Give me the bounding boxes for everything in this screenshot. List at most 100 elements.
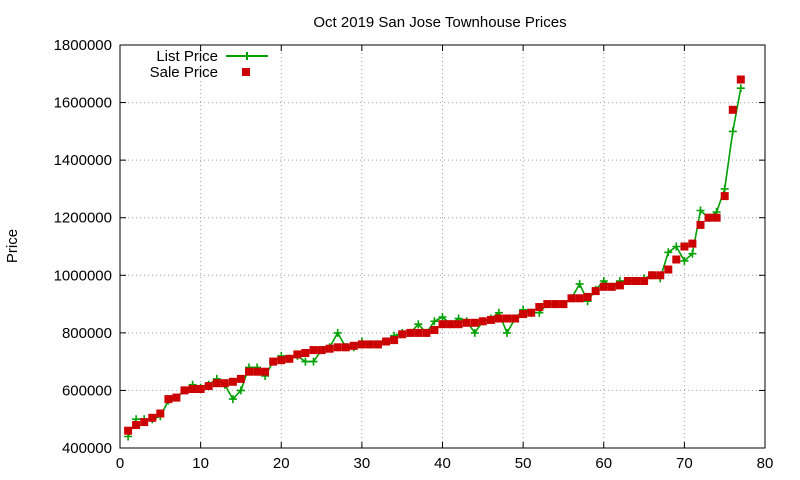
sale-price-point: [591, 287, 600, 296]
legend-label-sale-price: Sale Price: [150, 64, 218, 81]
sale-price-point: [664, 265, 673, 274]
series: [124, 75, 745, 441]
list-price-point: [672, 242, 681, 251]
sale-price-point: [285, 354, 294, 363]
sale-price-point: [704, 213, 713, 222]
sale-price-point: [486, 315, 495, 324]
sale-price-point: [599, 282, 608, 291]
x-tick-label: 30: [354, 455, 371, 472]
sale-price-point: [478, 317, 487, 326]
sale-price-point: [632, 277, 640, 285]
sale-price-point: [269, 357, 278, 366]
legend-marker-sale-price: [242, 68, 250, 76]
y-tick-label: 400000: [62, 440, 112, 457]
list-price-point: [309, 357, 318, 366]
legend: List Price Sale Price: [150, 48, 268, 81]
sale-price-point: [132, 421, 141, 429]
grid: [120, 45, 765, 448]
sale-price-point: [720, 192, 729, 201]
sale-price-point: [712, 213, 721, 222]
sale-price-point: [341, 343, 350, 352]
x-tick-label: 80: [757, 455, 774, 472]
sale-price-point: [446, 320, 455, 329]
sale-price-point: [728, 105, 737, 114]
list-price-point: [736, 84, 745, 93]
chart-title: Oct 2019 San Jose Townhouse Prices: [313, 14, 566, 31]
list-price-point: [720, 184, 729, 193]
list-price-point: [728, 127, 737, 136]
y-axis-label: Price: [4, 229, 21, 263]
sale-price-point: [406, 328, 415, 337]
sale-price-point: [180, 386, 189, 395]
sale-price-point: [519, 310, 528, 319]
sale-price-point: [374, 340, 382, 349]
sale-price-point: [164, 395, 173, 404]
x-tick-label: 40: [434, 455, 451, 472]
list-price-point: [301, 357, 310, 366]
sale-price-point: [535, 303, 544, 311]
x-tick-label: 20: [273, 455, 290, 472]
sale-price-point: [615, 281, 624, 290]
sale-price-point: [382, 337, 391, 346]
sale-price-point: [430, 326, 439, 334]
sale-price-point: [333, 343, 342, 352]
list-price-point: [228, 395, 237, 404]
y-tick-label: 1200000: [54, 210, 112, 227]
x-tick-label: 50: [515, 455, 532, 472]
sale-price-point: [204, 382, 213, 391]
sale-price-point: [462, 318, 471, 327]
list-price-point: [575, 279, 584, 288]
sale-price-point: [148, 413, 157, 422]
list-price-point: [236, 386, 245, 395]
sale-price-point: [261, 367, 270, 376]
list-price-point: [688, 249, 697, 258]
sale-price-point: [220, 379, 229, 388]
y-tick-label: 1600000: [54, 95, 112, 112]
sale-price-point: [172, 393, 181, 402]
list-price-point: [333, 328, 342, 337]
sale-price-point: [422, 328, 431, 337]
sale-price-point: [470, 318, 479, 327]
sale-price-point: [357, 340, 366, 349]
sale-price-point: [575, 294, 584, 303]
sale-price-point: [245, 367, 253, 376]
sale-price-point: [527, 308, 536, 317]
sale-price-point: [414, 328, 423, 337]
list-price-point: [430, 317, 439, 326]
x-tick-label: 10: [192, 455, 209, 472]
sale-price-point: [551, 300, 560, 309]
y-tick-label: 1800000: [54, 37, 112, 54]
list-price-point: [696, 206, 705, 215]
sale-price-point: [494, 314, 503, 323]
sale-price-point: [648, 271, 657, 280]
sale-price-point: [680, 242, 689, 251]
sale-price-point: [583, 292, 592, 301]
list-price-point: [503, 328, 511, 337]
sale-price-point: [656, 271, 665, 280]
list-price-point: [414, 320, 423, 329]
sale-price-point: [607, 282, 616, 291]
sale-price-point: [365, 340, 374, 349]
sale-price-point: [228, 377, 237, 386]
sale-price-point: [124, 426, 133, 435]
y-tick-label: 600000: [62, 382, 112, 399]
sale-price-point: [511, 314, 520, 323]
y-tick-label: 1400000: [54, 152, 112, 169]
x-tick-label: 70: [676, 455, 693, 472]
sale-price-point: [398, 330, 407, 339]
sale-price-point: [688, 239, 697, 248]
sale-price-point: [672, 255, 681, 264]
list-price-point: [664, 248, 673, 257]
list-price-point: [470, 328, 479, 337]
sale-price-point: [277, 356, 286, 365]
x-tick-label: 60: [595, 455, 612, 472]
sale-price-point: [317, 346, 326, 355]
sale-price-point: [140, 418, 149, 427]
sale-price-point: [196, 385, 205, 393]
sale-price-point: [736, 75, 745, 84]
x-tick-label: 0: [116, 455, 124, 472]
sale-price-point: [156, 409, 165, 418]
sale-price-point: [188, 385, 197, 393]
